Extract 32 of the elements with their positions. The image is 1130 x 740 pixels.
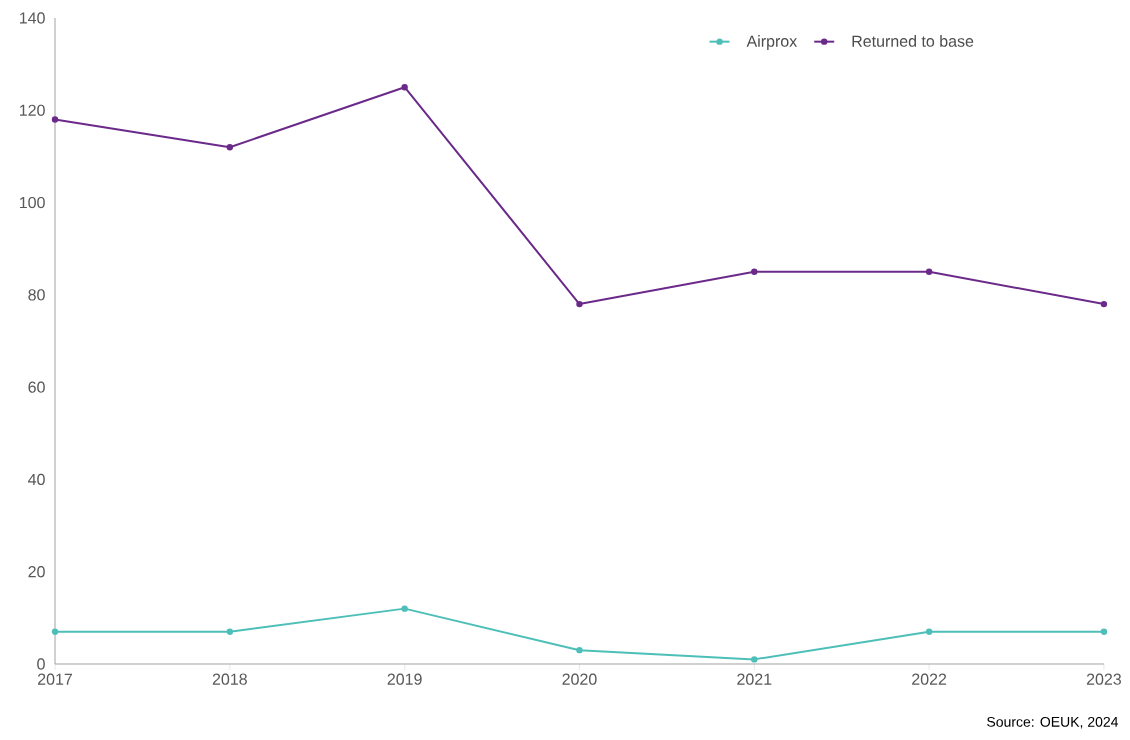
point <box>1100 300 1108 308</box>
point <box>751 656 758 663</box>
x-tick-label: 2022 <box>912 673 947 685</box>
point <box>751 268 758 275</box>
x-tick-label: 2021 <box>737 673 772 685</box>
legend-label: Returned to base <box>852 35 974 47</box>
point <box>925 628 933 635</box>
point <box>576 300 583 308</box>
point <box>401 84 408 91</box>
y-tick-label: 80 <box>28 289 45 301</box>
y-tick-label: 0 <box>37 658 45 670</box>
point <box>576 646 583 654</box>
y-tick-label: 100 <box>20 196 45 209</box>
source-note: Source: OEUK, 2024 <box>987 716 1119 729</box>
point <box>1100 628 1108 635</box>
y-tick-label: 40 <box>28 473 45 486</box>
point <box>401 605 408 612</box>
point <box>925 268 933 275</box>
point <box>51 628 59 635</box>
y-tick-label: 20 <box>28 566 45 578</box>
y-tick-label: 120 <box>20 104 45 116</box>
legend-label: Airprox <box>746 35 798 51</box>
y-tick-label: 60 <box>28 381 45 393</box>
point <box>226 628 234 635</box>
point <box>226 144 234 151</box>
x-tick-label: 2023 <box>1086 673 1122 685</box>
x-tick-label: 2017 <box>38 673 72 685</box>
point <box>51 116 59 123</box>
x-tick-label: 2018 <box>212 673 247 685</box>
x-tick-label: 2020 <box>562 673 597 685</box>
y-tick-label: 140 <box>20 12 45 24</box>
x-tick-label: 2019 <box>387 673 422 685</box>
